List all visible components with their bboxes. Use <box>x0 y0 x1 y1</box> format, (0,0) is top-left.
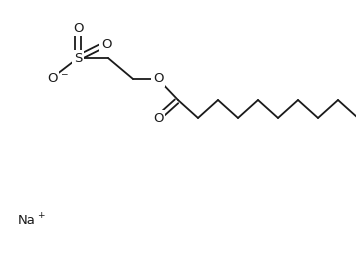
Text: O: O <box>47 71 57 85</box>
Text: Na: Na <box>18 214 36 227</box>
Text: O: O <box>153 72 163 86</box>
Text: S: S <box>74 52 82 65</box>
Text: O: O <box>101 38 111 51</box>
Text: O: O <box>73 22 83 35</box>
Text: O: O <box>153 112 163 124</box>
Text: +: + <box>37 212 44 220</box>
Text: −: − <box>60 70 68 78</box>
